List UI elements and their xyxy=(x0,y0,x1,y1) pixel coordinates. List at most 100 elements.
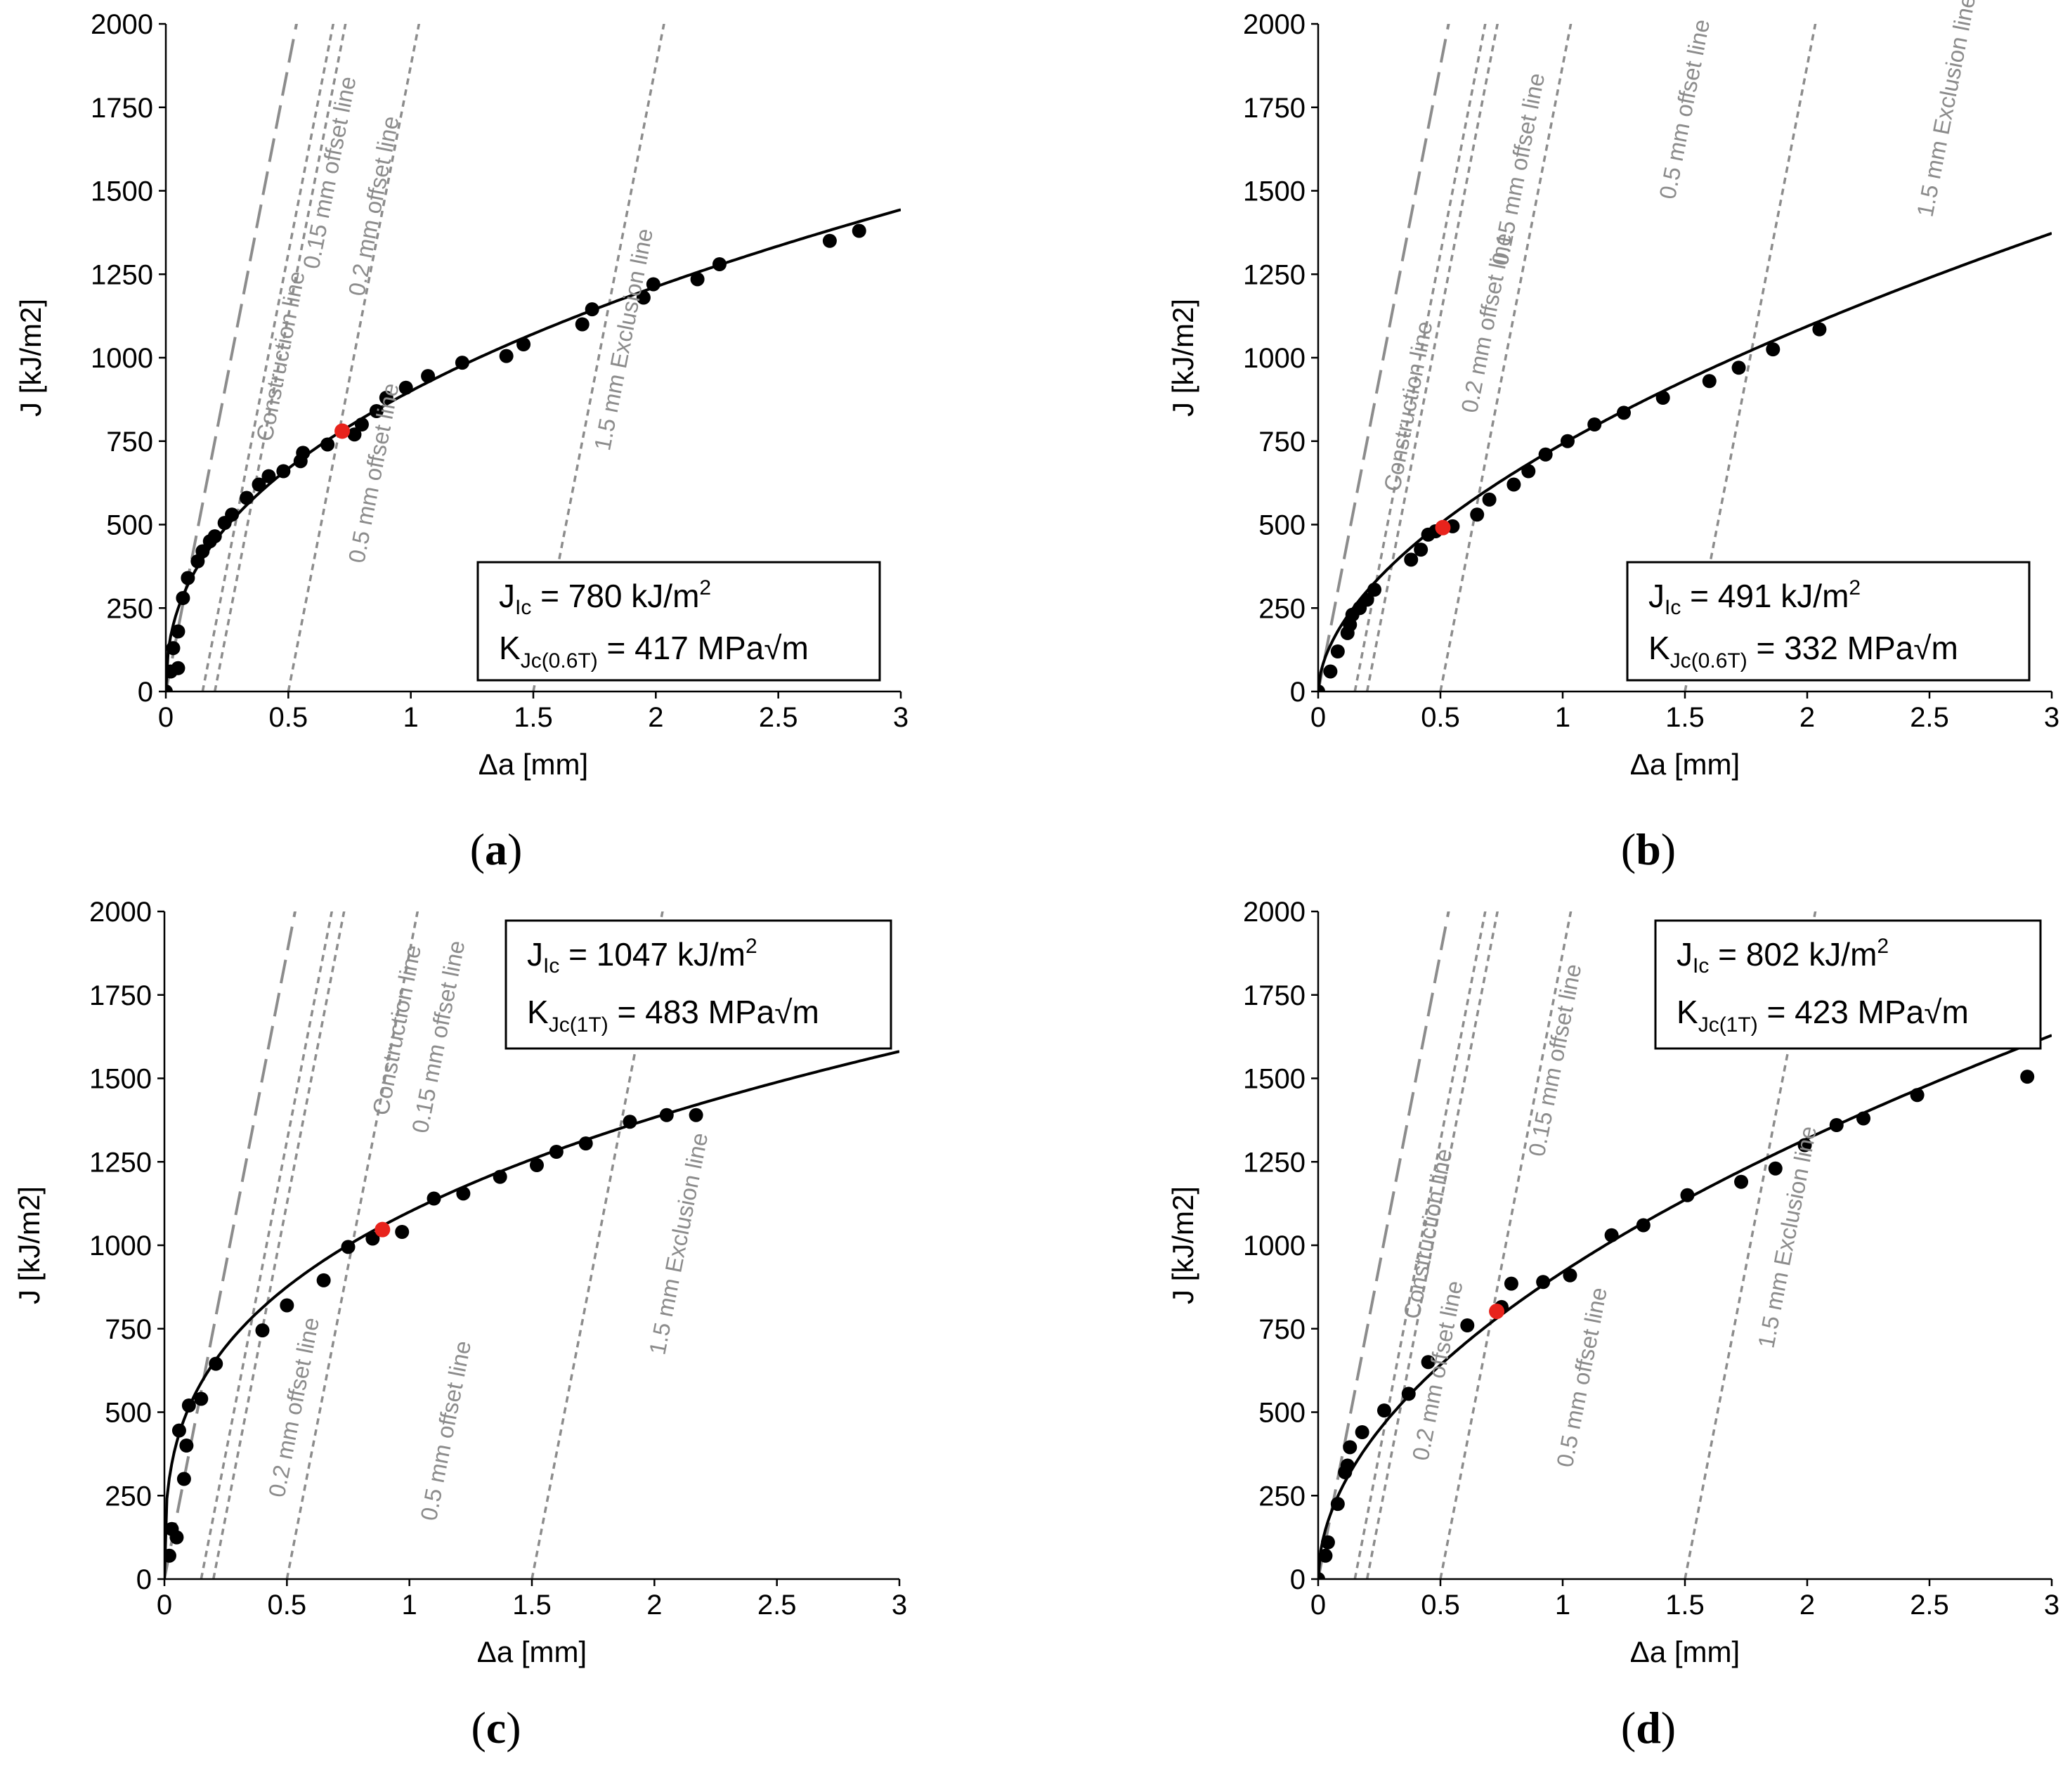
kjc-text: KJc(1T) = 483 MPa√m xyxy=(527,994,819,1037)
data-point-21 xyxy=(354,417,369,431)
data-point-11 xyxy=(316,1273,331,1287)
y-tick-label-2: 500 xyxy=(1258,510,1306,541)
data-point-23 xyxy=(379,391,393,405)
data-point-13 xyxy=(240,491,254,505)
data-point-22 xyxy=(659,1108,674,1122)
panel-label: (c) xyxy=(471,1703,521,1753)
x-tick-label-4: 2 xyxy=(646,1590,662,1621)
data-point-3 xyxy=(171,1423,186,1438)
data-point-7 xyxy=(1355,1425,1369,1439)
data-point-2 xyxy=(1330,644,1345,658)
data-point-18 xyxy=(1680,1188,1695,1202)
x-tick-label-2: 1 xyxy=(403,702,419,733)
panel-label-close: ) xyxy=(1661,1703,1676,1753)
data-point-23 xyxy=(1702,374,1717,389)
guide-label-3: 0.5 mm offset line xyxy=(1654,17,1714,201)
x-tick-label-0: 0 xyxy=(1310,702,1326,733)
fit-curve xyxy=(164,1050,899,1579)
jic-superscript: 2 xyxy=(1849,576,1861,599)
data-point-29 xyxy=(575,317,590,332)
data-point-7 xyxy=(1360,592,1374,607)
kjc-subscript: Jc(0.6T) xyxy=(1670,649,1747,673)
panel-label-letter: c xyxy=(486,1703,506,1753)
panel-label-letter: a xyxy=(485,824,507,874)
data-point-17 xyxy=(493,1169,507,1184)
data-point-11 xyxy=(1460,1318,1475,1332)
result-box xyxy=(1654,919,2042,1050)
data-point-6 xyxy=(181,571,195,585)
guide-line-0 xyxy=(164,911,297,1579)
data-point-21 xyxy=(623,1115,637,1129)
y-tick-label-1: 250 xyxy=(105,1481,152,1512)
jic-text: JIc = 802 kJ/m2 xyxy=(1677,935,1889,978)
guide-line-3 xyxy=(285,911,419,1579)
kjc-text: KJc(0.6T) = 417 MPa√m xyxy=(499,630,809,673)
y-tick-label-7: 1750 xyxy=(89,980,152,1011)
y-tick-label-2: 500 xyxy=(1258,1398,1306,1429)
y-axis-label: J [kJ/m2] xyxy=(1166,1186,1199,1304)
data-point-25 xyxy=(421,369,436,384)
panel-label-close: ) xyxy=(506,1703,521,1753)
y-tick-label-8: 2000 xyxy=(1243,897,1306,928)
y-tick-label-1: 250 xyxy=(1258,593,1306,624)
x-tick-label-2: 1 xyxy=(1555,1590,1570,1621)
data-point-18 xyxy=(296,446,311,460)
y-tick-label-4: 1000 xyxy=(91,343,153,374)
y-tick-label-3: 750 xyxy=(106,427,153,457)
data-point-31 xyxy=(636,290,651,305)
y-tick-label-6: 1500 xyxy=(89,1064,152,1095)
x-tick-label-3: 1.5 xyxy=(1665,702,1705,733)
x-tick-label-6: 3 xyxy=(893,702,909,733)
guide-line-2 xyxy=(1365,24,1499,692)
guide-line-1 xyxy=(1353,911,1487,1579)
data-point-24 xyxy=(1731,361,1746,375)
y-tick-label-7: 1750 xyxy=(91,93,153,124)
data-point-20 xyxy=(1768,1161,1783,1176)
data-point-35 xyxy=(822,233,837,248)
result-box xyxy=(505,919,892,1050)
y-tick-label-8: 2000 xyxy=(1243,9,1306,40)
y-tick-label-2: 500 xyxy=(106,510,153,541)
x-tick-label-3: 1.5 xyxy=(1665,1590,1705,1621)
data-point-23 xyxy=(1856,1111,1871,1126)
y-tick-label-3: 750 xyxy=(1258,427,1306,457)
data-point-15 xyxy=(1563,1268,1577,1283)
data-point-22 xyxy=(369,404,384,418)
kjc-value: = 483 MPa√m xyxy=(608,994,819,1030)
panel-label: (b) xyxy=(1621,824,1676,874)
panel-label: (a) xyxy=(470,824,523,874)
data-point-21 xyxy=(1797,1138,1812,1153)
data-point-22 xyxy=(1655,391,1670,405)
x-tick-label-2: 1 xyxy=(402,1590,417,1621)
kjc-value: = 417 MPa√m xyxy=(598,630,809,666)
x-tick-label-1: 0.5 xyxy=(1421,1590,1460,1621)
jic-value: = 1047 kJ/m xyxy=(559,936,746,973)
y-tick-label-0: 0 xyxy=(136,1564,152,1595)
y-tick-label-4: 1000 xyxy=(89,1231,152,1261)
data-point-20 xyxy=(578,1136,593,1151)
jic-point xyxy=(334,423,351,439)
x-tick-label-1: 0.5 xyxy=(268,1590,307,1621)
guide-label-3: 0.5 mm offset line xyxy=(1551,1285,1612,1469)
data-point-19 xyxy=(549,1145,564,1159)
guide-line-1 xyxy=(201,24,335,692)
guide-line-3 xyxy=(1439,24,1573,692)
jic-symbol: J xyxy=(499,578,515,614)
data-point-9 xyxy=(255,1323,270,1338)
data-point-20 xyxy=(1587,417,1602,431)
data-point-20 xyxy=(347,427,362,442)
data-point-1 xyxy=(1318,1548,1333,1563)
data-point-8 xyxy=(195,544,210,559)
kjc-symbol: K xyxy=(499,630,521,666)
jic-symbol: J xyxy=(1648,578,1665,614)
result-box xyxy=(476,561,881,682)
x-axis-label: Δa [mm] xyxy=(1630,1635,1740,1668)
data-point-19 xyxy=(1560,434,1575,448)
data-point-21 xyxy=(1617,405,1631,420)
jic-text: JIc = 491 kJ/m2 xyxy=(1648,576,1861,619)
data-point-22 xyxy=(1829,1118,1844,1132)
guide-line-1 xyxy=(1353,24,1487,692)
x-tick-label-1: 0.5 xyxy=(269,702,308,733)
